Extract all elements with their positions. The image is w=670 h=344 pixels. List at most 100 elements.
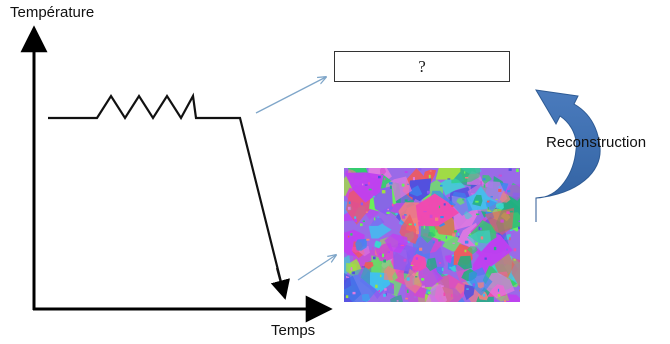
grain-speck [484, 257, 487, 260]
grain-speck [423, 225, 426, 229]
grain-speck [347, 235, 350, 238]
grain-speck [469, 233, 472, 235]
grain-speck [421, 285, 425, 288]
grain-speck [368, 182, 370, 185]
grain [351, 246, 360, 253]
grain-speck [442, 267, 444, 272]
grain-speck [350, 267, 353, 271]
thermal-curve [48, 92, 287, 299]
grain [415, 193, 460, 227]
grain-speck [441, 285, 444, 288]
grain-speck [373, 256, 376, 260]
grain-speck [383, 259, 386, 263]
grain-speck [482, 178, 486, 181]
grain [383, 265, 396, 281]
grain [455, 282, 465, 295]
grain-speck [409, 265, 412, 269]
grain-speck [404, 171, 408, 173]
grain-speck [350, 233, 353, 236]
grain [435, 168, 461, 180]
grain-speck [392, 285, 394, 289]
grain-speck [346, 276, 350, 278]
grain-speck [464, 249, 467, 253]
grain-speck [423, 211, 427, 213]
grain-speck [379, 274, 382, 278]
grain-speck [497, 294, 501, 297]
grain-speck [387, 251, 390, 254]
arrow-to-ebsd-map [297, 255, 336, 281]
grain-speck [464, 171, 466, 174]
grain-speck [480, 236, 484, 240]
grain-speck [360, 222, 363, 227]
grain-speck [436, 229, 438, 233]
reconstruction-arrow [535, 89, 601, 222]
grain-speck [374, 217, 376, 221]
grain-speck [497, 288, 500, 292]
grain-speck [506, 248, 508, 251]
grain-speck [421, 278, 425, 281]
grain-speck [435, 217, 439, 221]
grain-speck [346, 276, 348, 278]
grain-speck [500, 219, 504, 223]
grain-speck [432, 241, 435, 244]
grain [384, 233, 408, 254]
grain-speck [429, 214, 433, 218]
grain-speck [451, 205, 454, 207]
grain [379, 168, 387, 176]
grain-speck [438, 205, 441, 209]
grain-speck [506, 211, 510, 214]
grain-speck [408, 223, 412, 226]
grain-speck [438, 239, 441, 242]
grain-speck [504, 300, 507, 302]
grain-speck [386, 211, 390, 214]
unknown-box: ? [334, 51, 510, 82]
reconstruction-label: Reconstruction [546, 134, 647, 151]
grain-speck [426, 190, 431, 194]
grain-speck [348, 201, 351, 204]
grain [482, 175, 492, 185]
grain [412, 235, 436, 266]
grain-speck [352, 271, 355, 275]
grain-speck [389, 185, 392, 189]
grain [390, 294, 403, 302]
grain-speck [412, 197, 415, 201]
grain-speck [381, 190, 386, 194]
grain-speck [507, 190, 511, 193]
grain-speck [493, 246, 497, 251]
grain [418, 263, 444, 288]
grain-speck [482, 293, 486, 297]
grain-speck [415, 257, 418, 260]
grain-speck [475, 242, 478, 246]
grain-speck [412, 177, 415, 181]
grain [484, 207, 514, 235]
grain-speck [509, 237, 511, 241]
grain-speck [406, 277, 410, 281]
grain-speck [407, 223, 410, 226]
grain [511, 257, 520, 287]
grain-speck [359, 222, 363, 224]
grain-speck [490, 196, 493, 198]
grain-speck [472, 283, 476, 287]
grain-speck [414, 223, 416, 226]
grain-speck [396, 300, 399, 302]
grain-speck [352, 291, 356, 295]
grain-speck [404, 199, 408, 202]
grain-speck [444, 274, 448, 276]
grain-speck [406, 289, 409, 293]
grain [369, 217, 385, 226]
grain-speck [476, 213, 480, 216]
grain-speck [443, 292, 446, 296]
grain [464, 284, 475, 301]
grain-speck [401, 183, 405, 187]
grain [463, 211, 473, 220]
grain-speck [361, 266, 365, 268]
grain-speck [513, 258, 516, 261]
grain-speck [415, 276, 418, 278]
grain-speck [438, 262, 442, 264]
grain [425, 284, 448, 302]
grain-speck [480, 181, 482, 185]
grain-speck [457, 232, 460, 236]
grain [363, 262, 374, 270]
grain-speck [519, 289, 520, 292]
